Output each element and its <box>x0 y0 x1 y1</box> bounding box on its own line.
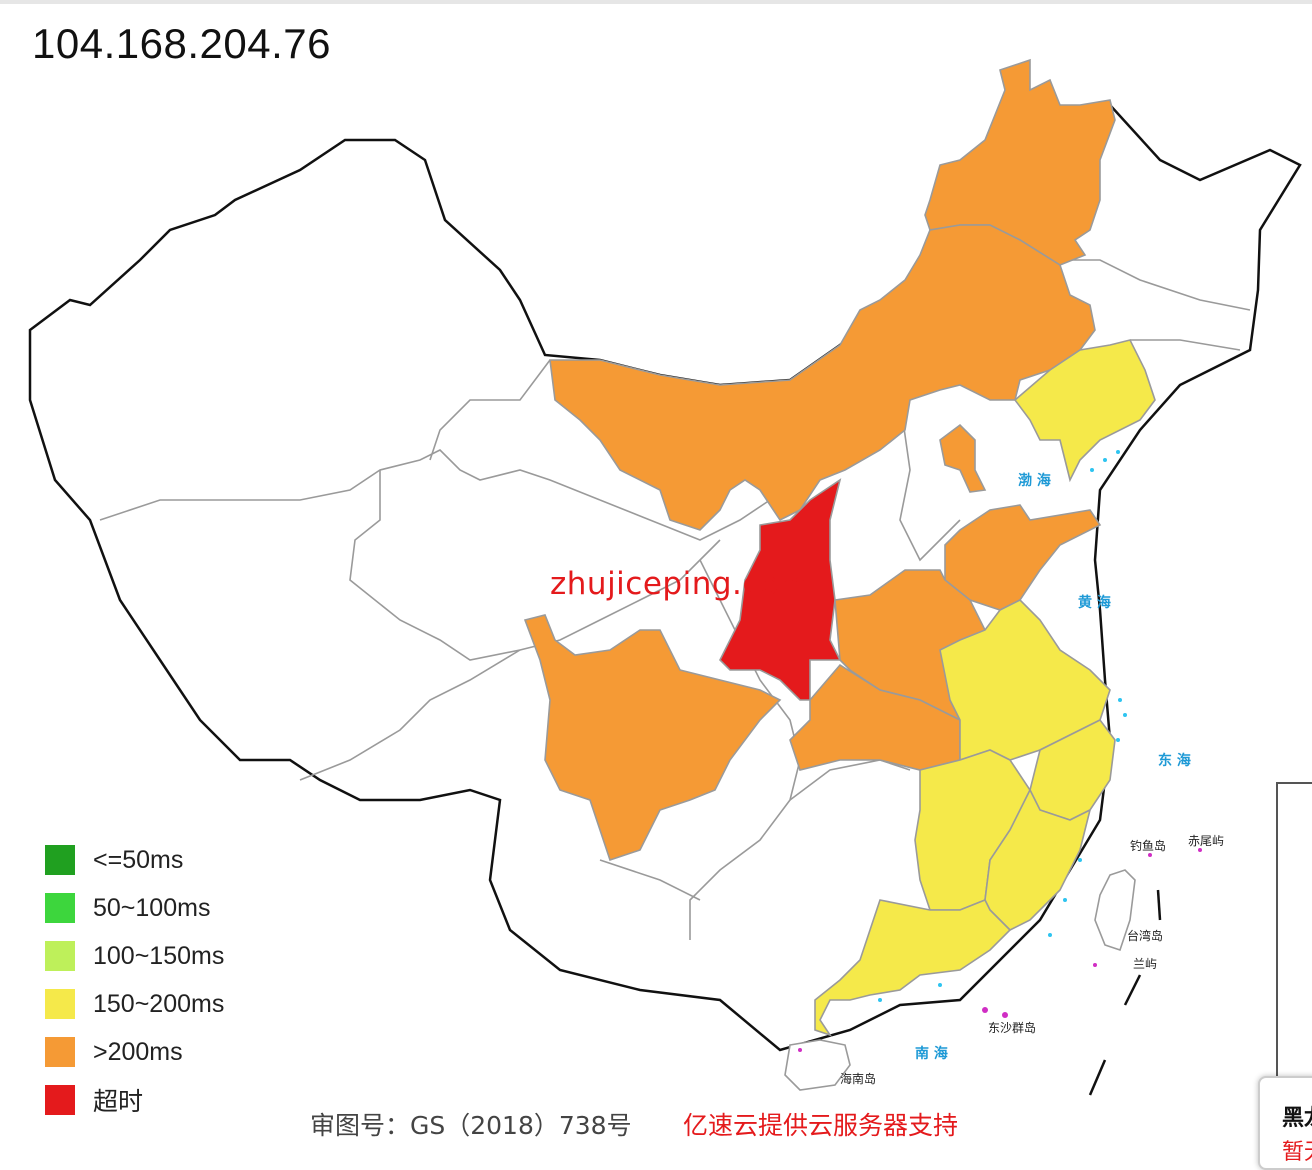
sea-label-donghai: 东 海 <box>1158 752 1191 769</box>
legend-label: 超时 <box>93 1088 144 1116</box>
province-borders <box>99 259 1251 940</box>
legend-item: >200ms <box>45 1028 224 1076</box>
tooltip-province-name: 黑龙江 <box>1282 1106 1312 1131</box>
province-shaanxi[interactable] <box>719 478 842 701</box>
province-tooltip: 黑龙江 暂无 <box>1258 1076 1312 1170</box>
legend-label: >200ms <box>93 1037 183 1066</box>
watermark: zhujiceping.com <box>550 566 811 602</box>
province-liaoning[interactable] <box>1013 339 1156 483</box>
legend-item: <=50ms <box>45 836 224 884</box>
province-fujian[interactable] <box>984 788 1092 931</box>
legend-item: 50~100ms <box>45 884 224 932</box>
legend-swatch <box>45 893 75 923</box>
ip-address-title: 104.168.204.76 <box>32 20 331 67</box>
island-dots <box>798 848 1202 1052</box>
latency-legend: <=50ms 50~100ms 100~150ms 150~200ms >200… <box>45 836 224 1124</box>
island-taiwan <box>1094 869 1136 952</box>
sea-label-bohai: 渤 海 <box>1018 472 1051 489</box>
sea-label-huanghai: 黄 海 <box>1078 594 1111 611</box>
legend-swatch <box>45 989 75 1019</box>
south-china-sea-inset <box>1276 782 1312 1084</box>
province-inner-mongolia[interactable] <box>549 224 1096 531</box>
legend-item: 超时 <box>45 1076 224 1124</box>
province-sichuan[interactable] <box>523 614 782 862</box>
province-beijing[interactable] <box>939 423 987 493</box>
top-rule <box>0 0 1312 4</box>
sponsor-link[interactable]: 亿速云提供云服务器支持 <box>683 1111 959 1140</box>
province-fills <box>523 58 1156 1091</box>
legend-label: 100~150ms <box>93 941 225 970</box>
coast-dots <box>878 450 1127 1002</box>
label-hainan: 海南岛 <box>840 1071 876 1086</box>
legend-swatch <box>45 845 75 875</box>
sea-dash-lines <box>1088 889 1162 1096</box>
province-heilongjiang[interactable] <box>924 58 1116 266</box>
label-chiwei: 赤尾屿 <box>1188 834 1224 848</box>
legend-swatch <box>45 941 75 971</box>
map-approval-number: 审图号：GS（2018）738号 <box>310 1111 632 1140</box>
tooltip-status: 暂无 <box>1282 1140 1312 1165</box>
label-dongsha: 东沙群岛 <box>988 1020 1036 1035</box>
label-taiwan: 台湾岛 <box>1127 928 1163 943</box>
province-guangdong[interactable] <box>814 898 1012 1037</box>
legend-swatch <box>45 1037 75 1067</box>
legend-label: 50~100ms <box>93 893 211 922</box>
legend-swatch <box>45 1085 75 1115</box>
legend-label: 150~200ms <box>93 989 225 1018</box>
label-diaoyu: 钓鱼岛 <box>1130 838 1166 853</box>
island-hainan <box>784 1039 851 1091</box>
province-shandong[interactable] <box>944 504 1102 611</box>
legend-item: 150~200ms <box>45 980 224 1028</box>
label-lanyu: 兰屿 <box>1133 957 1157 971</box>
legend-item: 100~150ms <box>45 932 224 980</box>
legend-label: <=50ms <box>93 845 184 874</box>
sea-label-nanhai: 南 海 <box>915 1045 948 1062</box>
